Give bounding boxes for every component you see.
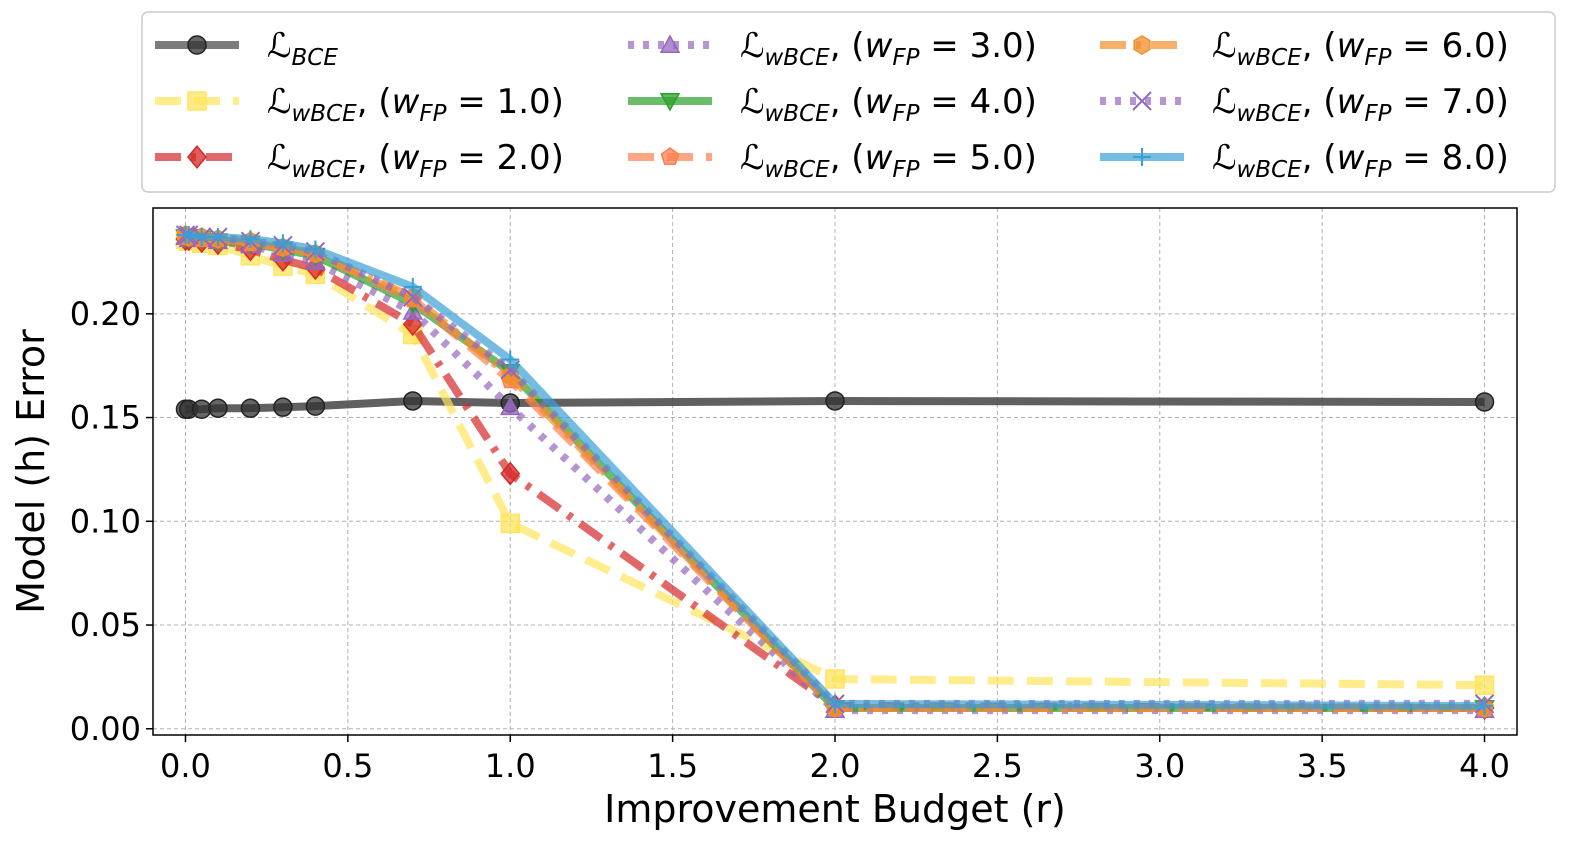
legend: ℒBCE ℒwBCE, (wFP = 1.0) ℒwBCE, (wFP = 2.0)… [141, 11, 1556, 193]
data-point [403, 391, 423, 411]
x-tick-label: 2.0 [810, 747, 861, 785]
data-point [1475, 696, 1494, 715]
data-point [179, 225, 198, 244]
data-point [1133, 148, 1151, 166]
data-point [825, 669, 845, 689]
data-point [825, 391, 845, 411]
data-point [192, 228, 211, 247]
legend-label: ℒwBCE, (wFP = 3.0) [740, 26, 1037, 71]
data-point [273, 397, 293, 417]
x-tick-label: 2.5 [972, 747, 1023, 785]
y-tick-label: 0.10 [70, 502, 141, 540]
data-point [501, 350, 520, 369]
data-point [500, 461, 521, 486]
legend-entry: ℒwBCE, (wFP = 7.0) [1100, 82, 1509, 127]
x-tick-label: 1.5 [647, 747, 698, 785]
legend-entry: ℒwBCE, (wFP = 1.0) [155, 82, 564, 127]
y-tick-label: 0.15 [70, 399, 141, 437]
data-point [187, 35, 207, 55]
data-point [403, 277, 422, 296]
legend-entry: ℒwBCE, (wFP = 8.0) [1100, 138, 1509, 183]
y-axis-title: Model (h) Error [9, 329, 53, 614]
legend-label: ℒwBCE, (wFP = 7.0) [1212, 82, 1509, 127]
legend-label: ℒwBCE, (wFP = 2.0) [267, 138, 564, 183]
series-line [184, 231, 1485, 708]
data-point [659, 34, 681, 53]
x-axis: 0.0 0.5 1.0 1.5 2.0 2.5 3.0 3.5 4.0 [160, 735, 1510, 785]
data-point [187, 91, 207, 111]
x-tick-label: 0.5 [322, 747, 373, 785]
data-point [208, 398, 228, 418]
legend-label: ℒwBCE, (wFP = 5.0) [740, 138, 1037, 183]
data-point [240, 398, 261, 418]
data-point [500, 513, 520, 534]
series-line [183, 233, 1485, 715]
legend-entry: ℒwBCE, (wFP = 6.0) [1100, 26, 1509, 71]
legend-box [141, 11, 1556, 193]
series-lines [175, 225, 1495, 720]
data-point [208, 228, 227, 247]
legend-entry: ℒwBCE, (wFP = 4.0) [628, 82, 1037, 127]
x-tick-label: 3.0 [1134, 747, 1185, 785]
data-point [499, 396, 521, 416]
data-point [659, 93, 681, 112]
x-axis-title: Improvement Budget (r) [604, 787, 1066, 831]
data-point [826, 694, 844, 713]
data-point [305, 396, 326, 416]
x-tick-label: 4.0 [1459, 747, 1510, 785]
data-point [660, 147, 680, 166]
legend-label: ℒBCE [267, 26, 338, 71]
data-point [306, 240, 325, 259]
legend-label: ℒwBCE, (wFP = 8.0) [1212, 138, 1509, 183]
x-tick-label: 3.5 [1297, 747, 1348, 785]
legend-label: ℒwBCE, (wFP = 1.0) [267, 82, 564, 127]
legend-entry: ℒwBCE, (wFP = 2.0) [155, 138, 564, 183]
y-axis: 0.00 0.05 0.10 0.15 0.20 [70, 295, 153, 748]
data-point [273, 234, 292, 253]
data-point [1474, 392, 1495, 412]
legend-entry: ℒBCE [155, 26, 338, 71]
x-tick-label: 1.0 [485, 747, 536, 785]
data-point [1132, 91, 1152, 111]
legend-label: ℒwBCE, (wFP = 4.0) [740, 82, 1037, 127]
data-point [191, 399, 212, 420]
grid [153, 208, 1517, 735]
legend-label: ℒwBCE, (wFP = 6.0) [1212, 26, 1509, 71]
legend-entry: ℒwBCE, (wFP = 5.0) [628, 138, 1037, 183]
data-point [241, 230, 260, 249]
data-point [187, 145, 207, 169]
x-tick-label: 0.0 [160, 747, 211, 785]
y-tick-label: 0.00 [70, 710, 141, 748]
data-point [1133, 35, 1151, 55]
series-0 [175, 391, 1495, 420]
y-tick-label: 0.05 [70, 606, 141, 644]
series-8 [176, 225, 1494, 715]
legend-entry: ℒwBCE, (wFP = 3.0) [628, 26, 1037, 71]
y-tick-label: 0.20 [70, 295, 141, 333]
data-point [1474, 675, 1495, 695]
